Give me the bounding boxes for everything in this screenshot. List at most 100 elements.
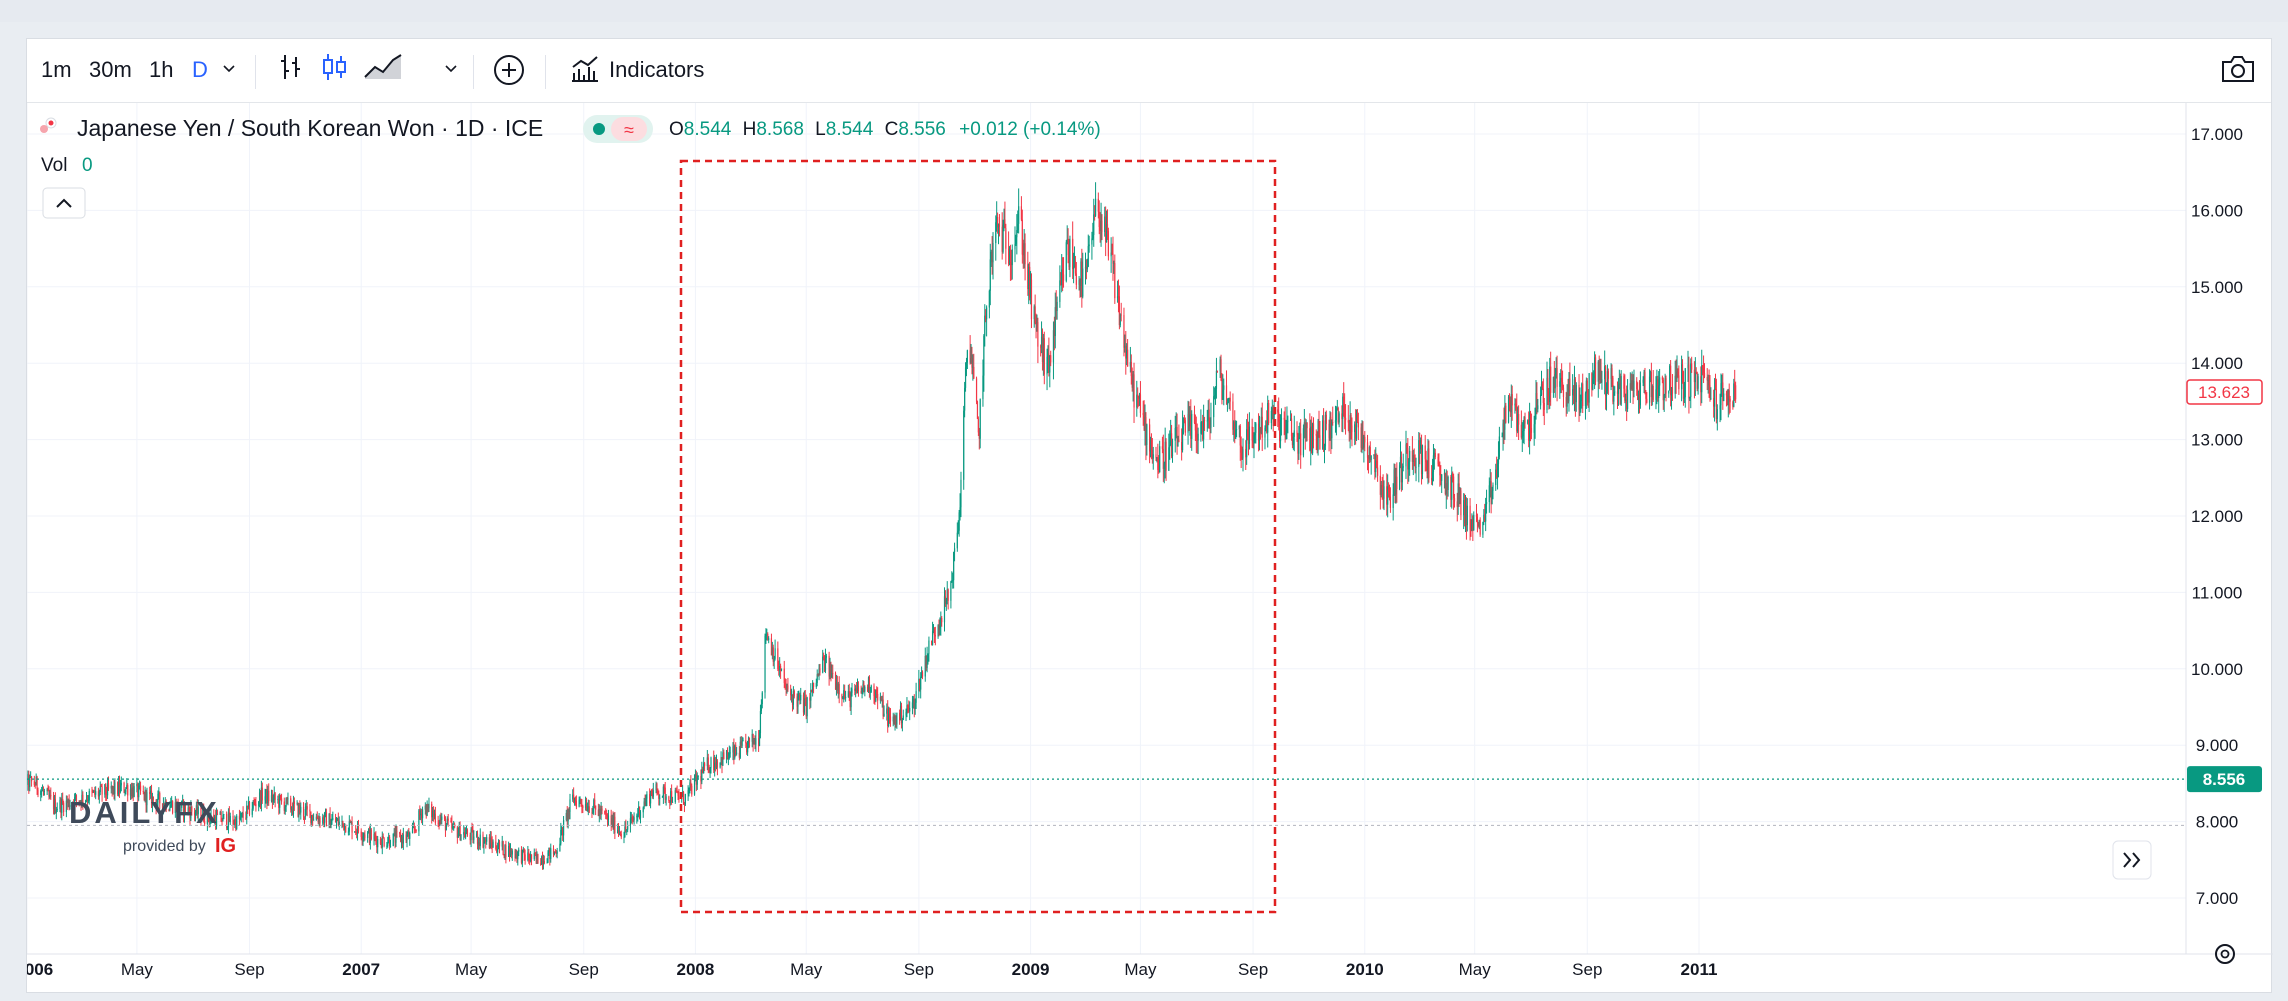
candle-body [1364,436,1366,443]
candle-body [678,795,680,800]
candle-body [1093,214,1095,235]
candle-body [549,847,551,860]
candle-body [63,802,65,813]
candle-body [279,795,281,808]
chart-canvas[interactable]: 7.000 8.000 9.000 10.000 11.000 12.000 13.000 1… [27,39,2273,994]
candle-body [114,782,116,794]
candle-body [165,801,167,811]
candle-body [779,666,782,671]
candle-body [599,809,601,815]
candle-body [112,786,114,790]
candle-body [1572,389,1575,396]
area-chart-type-icon[interactable] [363,51,403,88]
candle-body [518,849,520,852]
candle-body [585,804,588,811]
candle-body [911,702,914,708]
candle-body [362,836,364,840]
candle-body [325,812,328,827]
candle-body [61,798,63,813]
candle-body [1298,437,1300,454]
candle-body [1292,436,1294,446]
candle-body [1139,394,1142,413]
delayed-data-pill[interactable] [611,117,647,141]
candle-body [29,777,31,788]
candle-body [1713,388,1716,407]
ohlc-values: O8.544 H8.568 L8.544 C8.556 +0.012 (+0.1… [669,119,1101,140]
candle-body [59,799,61,809]
candle-body [287,798,289,800]
bar-chart-type-icon[interactable] [277,51,305,88]
candle-body [1155,454,1157,459]
candle-body [866,686,869,692]
candle-body [746,743,748,753]
candle-body [420,813,422,816]
candle-body [1516,408,1518,432]
candle-body [1098,211,1100,228]
candle-body [747,737,750,742]
interval-1h-button[interactable]: 1h [149,57,174,82]
candle-body [882,699,884,717]
candle-body [694,774,697,778]
candle-body [1094,214,1096,216]
candle-body [924,655,926,677]
candle-body [707,757,709,771]
candle-body [818,668,820,676]
candle-body [1311,426,1313,454]
candle-body [241,812,243,814]
candle-body [138,785,140,798]
candle-body [573,798,576,803]
candle-body [1440,475,1442,481]
candle-body [1015,237,1017,244]
candle-body [1503,423,1505,430]
candle-body [1729,398,1731,402]
collapse-legend-button[interactable] [42,187,86,219]
settings-gear-icon[interactable] [2215,944,2235,964]
candle-body [270,795,273,802]
interval-d-button[interactable]: D [192,57,208,82]
candle-body [293,801,295,804]
candle-body [760,703,762,712]
candle-body [786,685,788,688]
indicators-icon[interactable] [569,53,601,90]
candle-body [503,854,505,856]
candle-body [1433,452,1435,456]
chevron-down-icon[interactable] [443,61,459,82]
candle-body [862,683,864,688]
candle-body [1183,418,1185,421]
candle-body [875,689,877,701]
candle-body [1593,373,1595,379]
candle-body [1466,505,1468,526]
candle-body [1693,369,1696,383]
interval-30m-button[interactable]: 30m [89,57,132,82]
candle-body [1202,421,1204,440]
candle-body [1514,403,1516,406]
candle-body [907,705,909,708]
candle-body [126,785,128,788]
candle-body [400,836,403,842]
chevron-down-icon[interactable] [221,61,237,82]
candle-body [1164,441,1166,464]
candle-body [547,852,549,863]
candle-body [940,618,942,626]
camera-icon[interactable] [2220,53,2256,90]
candle-body [1265,420,1267,428]
candle-body [267,790,269,804]
candle-body [1438,463,1440,466]
candle-body [1311,423,1314,454]
candle-body [510,848,512,855]
candle-body [543,860,545,864]
candle-body [787,685,789,690]
candles-chart-type-icon[interactable] [321,51,349,88]
candle-body [1569,378,1571,396]
scroll-to-realtime-button[interactable] [2112,840,2152,880]
candle-body [909,707,911,712]
candle-body [1035,323,1037,324]
candle-body [1197,433,1199,441]
candle-body [86,799,89,801]
candle-body [1206,420,1208,422]
candle-body [171,801,174,813]
indicators-button[interactable]: Indicators [609,57,705,82]
candle-body [280,798,283,802]
interval-1m-button[interactable]: 1m [41,57,72,82]
compare-add-icon[interactable] [492,53,526,92]
